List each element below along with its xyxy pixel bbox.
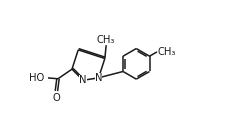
Text: N: N (94, 73, 102, 83)
Text: CH₃: CH₃ (97, 35, 115, 45)
Text: O: O (52, 93, 60, 103)
Text: HO: HO (29, 73, 44, 83)
Text: N: N (79, 75, 86, 85)
Text: CH₃: CH₃ (157, 47, 175, 57)
